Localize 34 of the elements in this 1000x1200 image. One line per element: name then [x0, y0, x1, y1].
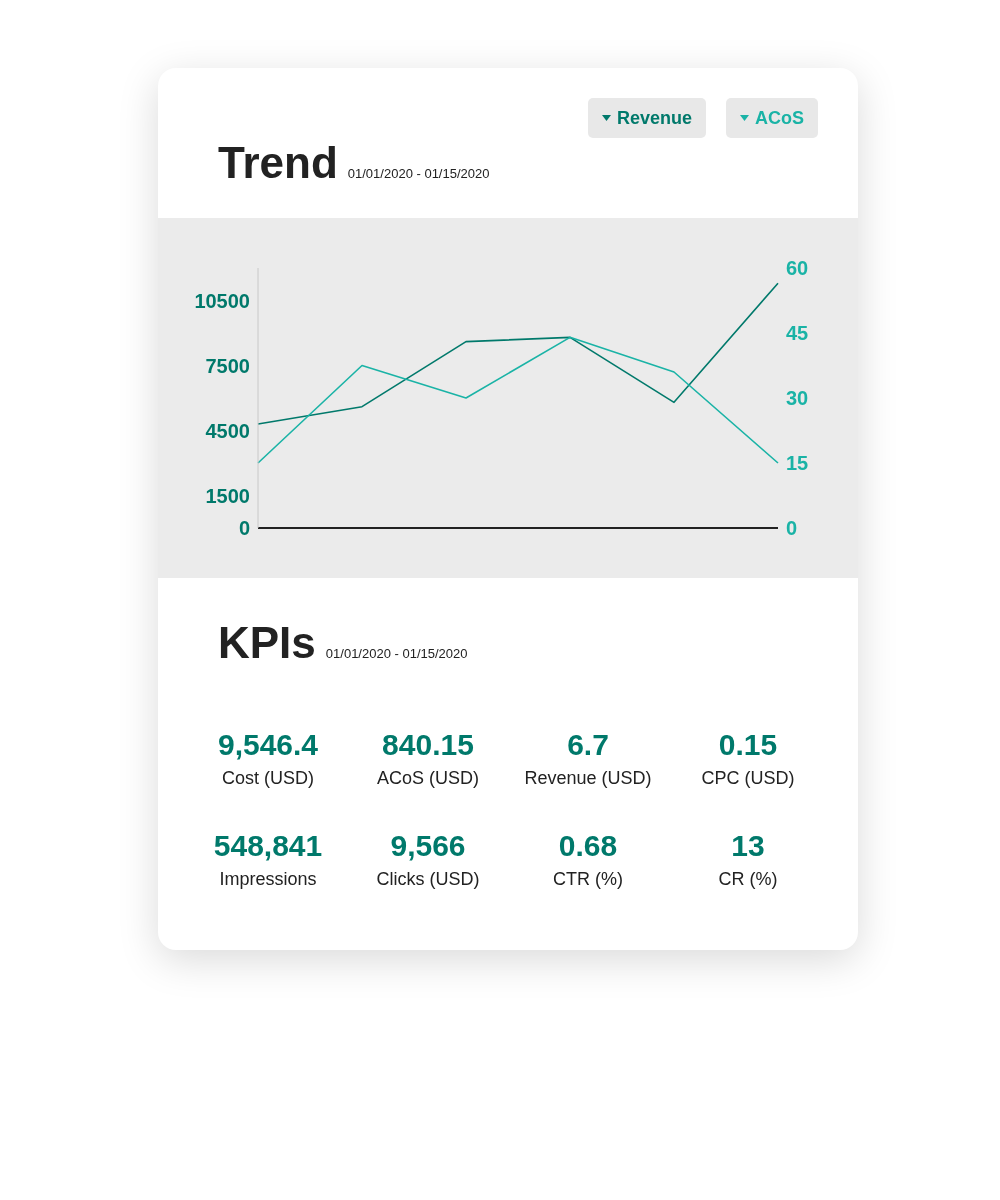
- text: 0.15: [718, 728, 778, 761]
- y-tick-label: 10500: [194, 289, 250, 312]
- category-label: CR (%): [717, 869, 779, 890]
- y2-tick-label: 0: [786, 517, 798, 540]
- line-series: [257, 282, 779, 425]
- text: 548,841: [213, 829, 323, 862]
- legend-label: Revenue: [616, 107, 692, 129]
- text: 13: [731, 829, 765, 862]
- y2-tick-label: 45: [786, 322, 809, 345]
- y2-tick-label: 30: [786, 387, 809, 410]
- category-label: CPC (USD): [700, 768, 796, 789]
- text: 01/01/2020 - 01/15/2020: [325, 646, 468, 661]
- category-label: CTR (%): [552, 869, 624, 890]
- y-tick-label: 0: [238, 517, 250, 540]
- category-label: ACoS (USD): [376, 768, 480, 789]
- category-label: Impressions: [218, 869, 318, 890]
- y2-tick-label: 60: [786, 257, 809, 280]
- text: 840.15: [382, 728, 474, 761]
- y-tick-label: 7500: [205, 354, 250, 377]
- category-label: Clicks (USD): [375, 869, 481, 890]
- y2-tick-label: 15: [786, 452, 809, 475]
- y-tick-label: 1500: [205, 484, 250, 507]
- legend-label: ACoS: [755, 107, 804, 129]
- text: 6.7: [567, 728, 609, 761]
- category-label: Cost (USD): [221, 768, 315, 789]
- line-series: [257, 336, 779, 464]
- chart-subtitle: 01/01/2020 - 01/15/2020: [347, 166, 490, 181]
- text: 0.68: [558, 829, 618, 862]
- text: 9,546.4: [217, 728, 319, 761]
- category-label: Revenue (USD): [523, 768, 653, 789]
- chart-title: Trend: [218, 138, 338, 188]
- text: KPIs: [218, 618, 316, 668]
- y-tick-label: 4500: [205, 419, 250, 442]
- text: 9,566: [390, 829, 466, 862]
